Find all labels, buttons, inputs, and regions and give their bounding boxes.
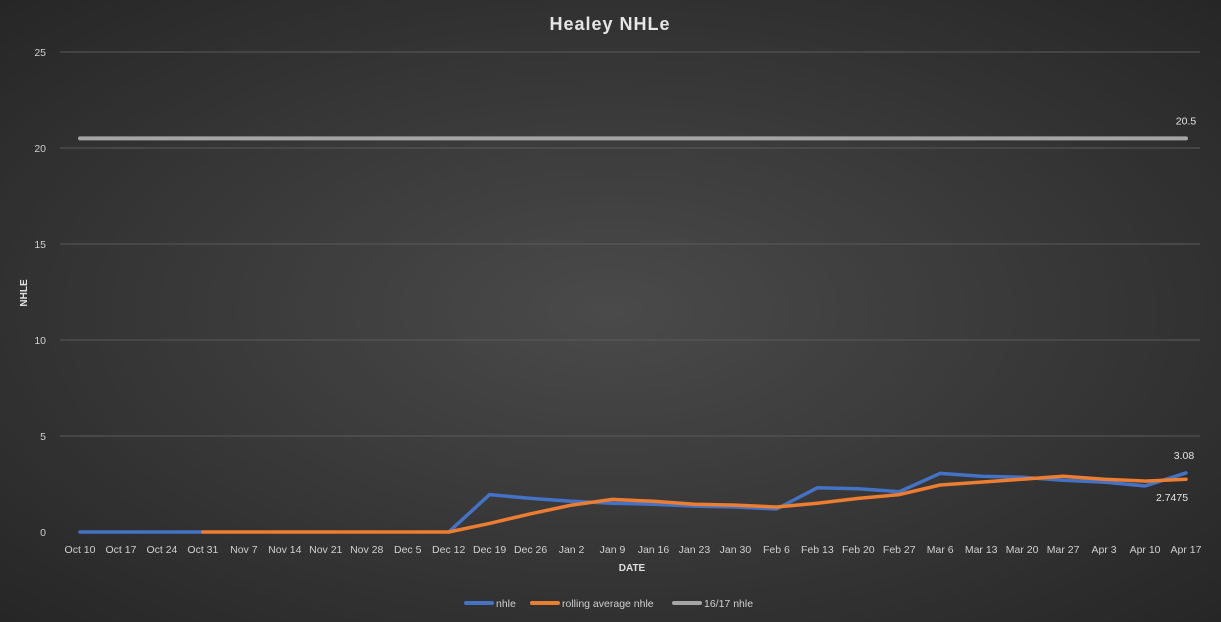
x-tick-label: Dec 12: [432, 544, 465, 556]
y-tick-label: 20: [34, 143, 46, 155]
x-tick-label: Nov 14: [268, 544, 301, 556]
x-tick-label: Feb 20: [842, 544, 875, 556]
x-tick-label: Nov 28: [350, 544, 383, 556]
x-tick-label: Jan 2: [559, 544, 585, 556]
y-axis-title: NHLE: [19, 279, 30, 307]
legend-label: 16/17 nhle: [704, 598, 753, 610]
x-tick-label: Apr 10: [1130, 544, 1161, 556]
x-tick-label: Feb 13: [801, 544, 834, 556]
x-tick-label: Feb 6: [763, 544, 790, 556]
x-tick-label: Mar 27: [1047, 544, 1080, 556]
x-tick-label: Dec 26: [514, 544, 547, 556]
x-tick-label: Mar 13: [965, 544, 998, 556]
y-tick-label: 15: [34, 239, 46, 251]
data-label: 20.5: [1176, 115, 1197, 127]
x-tick-label: Jan 23: [679, 544, 711, 556]
chart-title: Healey NHLe: [549, 14, 670, 34]
x-tick-label: Apr 3: [1092, 544, 1117, 556]
legend: nhle rolling average nhle 16/17 nhle: [464, 598, 753, 610]
x-tick-label: Jan 16: [638, 544, 670, 556]
x-tick-label: Jan 30: [720, 544, 752, 556]
y-tick-label: 25: [34, 47, 46, 59]
data-label: 3.08: [1174, 450, 1195, 462]
series-line-nhle: [78, 471, 1188, 534]
legend-label: nhle: [496, 598, 516, 610]
x-tick-label: Dec 5: [394, 544, 422, 556]
x-tick-label: Dec 19: [473, 544, 506, 556]
x-tick-label: Feb 27: [883, 544, 916, 556]
x-axis-title: DATE: [619, 563, 646, 574]
x-tick-label: Oct 31: [187, 544, 218, 556]
x-tick-label: Oct 24: [146, 544, 177, 556]
x-tick-label: Nov 7: [230, 544, 258, 556]
x-tick-label: Oct 10: [65, 544, 96, 556]
y-tick-label: 5: [40, 431, 46, 443]
x-tick-label: Oct 17: [105, 544, 136, 556]
y-tick-label: 10: [34, 335, 46, 347]
legend-label: rolling average nhle: [562, 598, 654, 610]
x-tick-label: Mar 6: [927, 544, 954, 556]
y-tick-label: 0: [40, 527, 46, 539]
x-tick-label: Mar 20: [1006, 544, 1039, 556]
x-tick-label: Apr 17: [1171, 544, 1202, 556]
series-line-rolling-average-nhle: [201, 474, 1188, 534]
data-label: 2.7475: [1156, 492, 1188, 504]
x-tick-label: Jan 9: [600, 544, 626, 556]
x-tick-label: Nov 21: [309, 544, 342, 556]
